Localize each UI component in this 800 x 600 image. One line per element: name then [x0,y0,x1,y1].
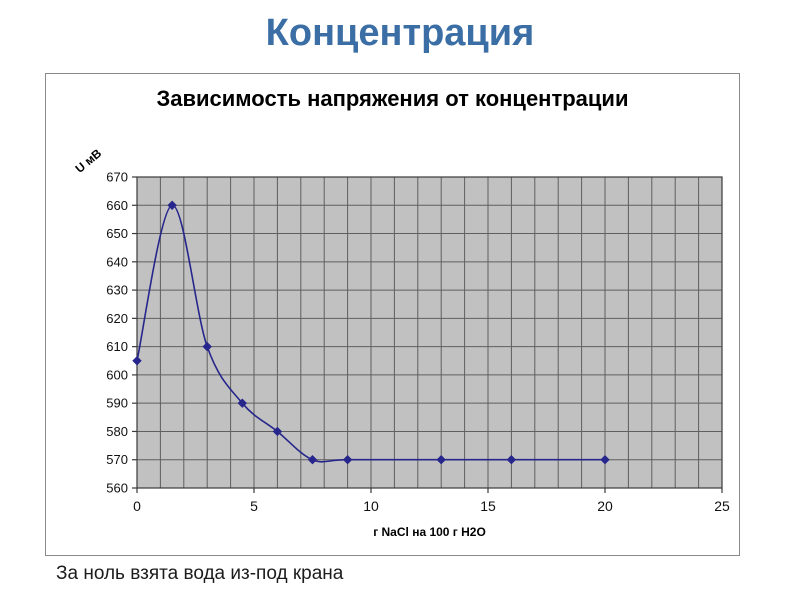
data-point-marker [307,455,318,465]
x-tick-label: 25 [714,498,730,514]
data-point-marker [237,398,248,408]
data-point-marker [202,341,212,352]
y-tick-label: 630 [106,283,128,298]
x-tick-label: 15 [480,498,496,514]
plot-border [136,176,723,489]
y-tick-label: 620 [106,311,128,326]
y-tick-label: 560 [106,481,128,496]
data-point-marker [342,455,353,465]
y-tick-label: 670 [106,170,128,185]
chart-title: Зависимость напряжения от концентрации [156,86,629,111]
series-line [136,204,605,463]
y-tick-label: 600 [106,367,128,382]
data-point-marker [132,356,142,366]
data-point-marker [272,426,283,437]
x-tick-label: 20 [597,498,613,514]
data-point-marker [600,455,610,465]
y-tick-label: 650 [106,226,128,241]
y-tick-label: 580 [106,424,128,439]
data-point-marker [436,455,446,465]
x-axis-title: г NaCl на 100 г H2O [373,525,486,539]
y-axis-title: U мВ [73,146,105,176]
y-tick-label: 610 [106,339,128,354]
plot-area [137,177,722,488]
line-chart: 0 5 10 15 20 25 560 570 580 590 600 610 620 630 640 650… [73,146,730,539]
slide-title: Концентрация [265,12,535,54]
y-tick-label: 660 [106,198,128,213]
y-tick-label: 570 [106,452,128,467]
chart-frame: Зависимость напряжения от концентрации 0… [45,73,740,556]
x-tick-label: 5 [250,498,258,514]
data-point-marker [167,200,177,210]
data-point-marker [506,455,517,465]
x-tick-label: 0 [133,498,141,514]
caption: За ноль взята вода из-под крана [56,563,344,584]
y-tick-label: 590 [106,396,128,411]
x-tick-label: 10 [363,498,379,514]
y-tick-label: 640 [106,254,128,269]
